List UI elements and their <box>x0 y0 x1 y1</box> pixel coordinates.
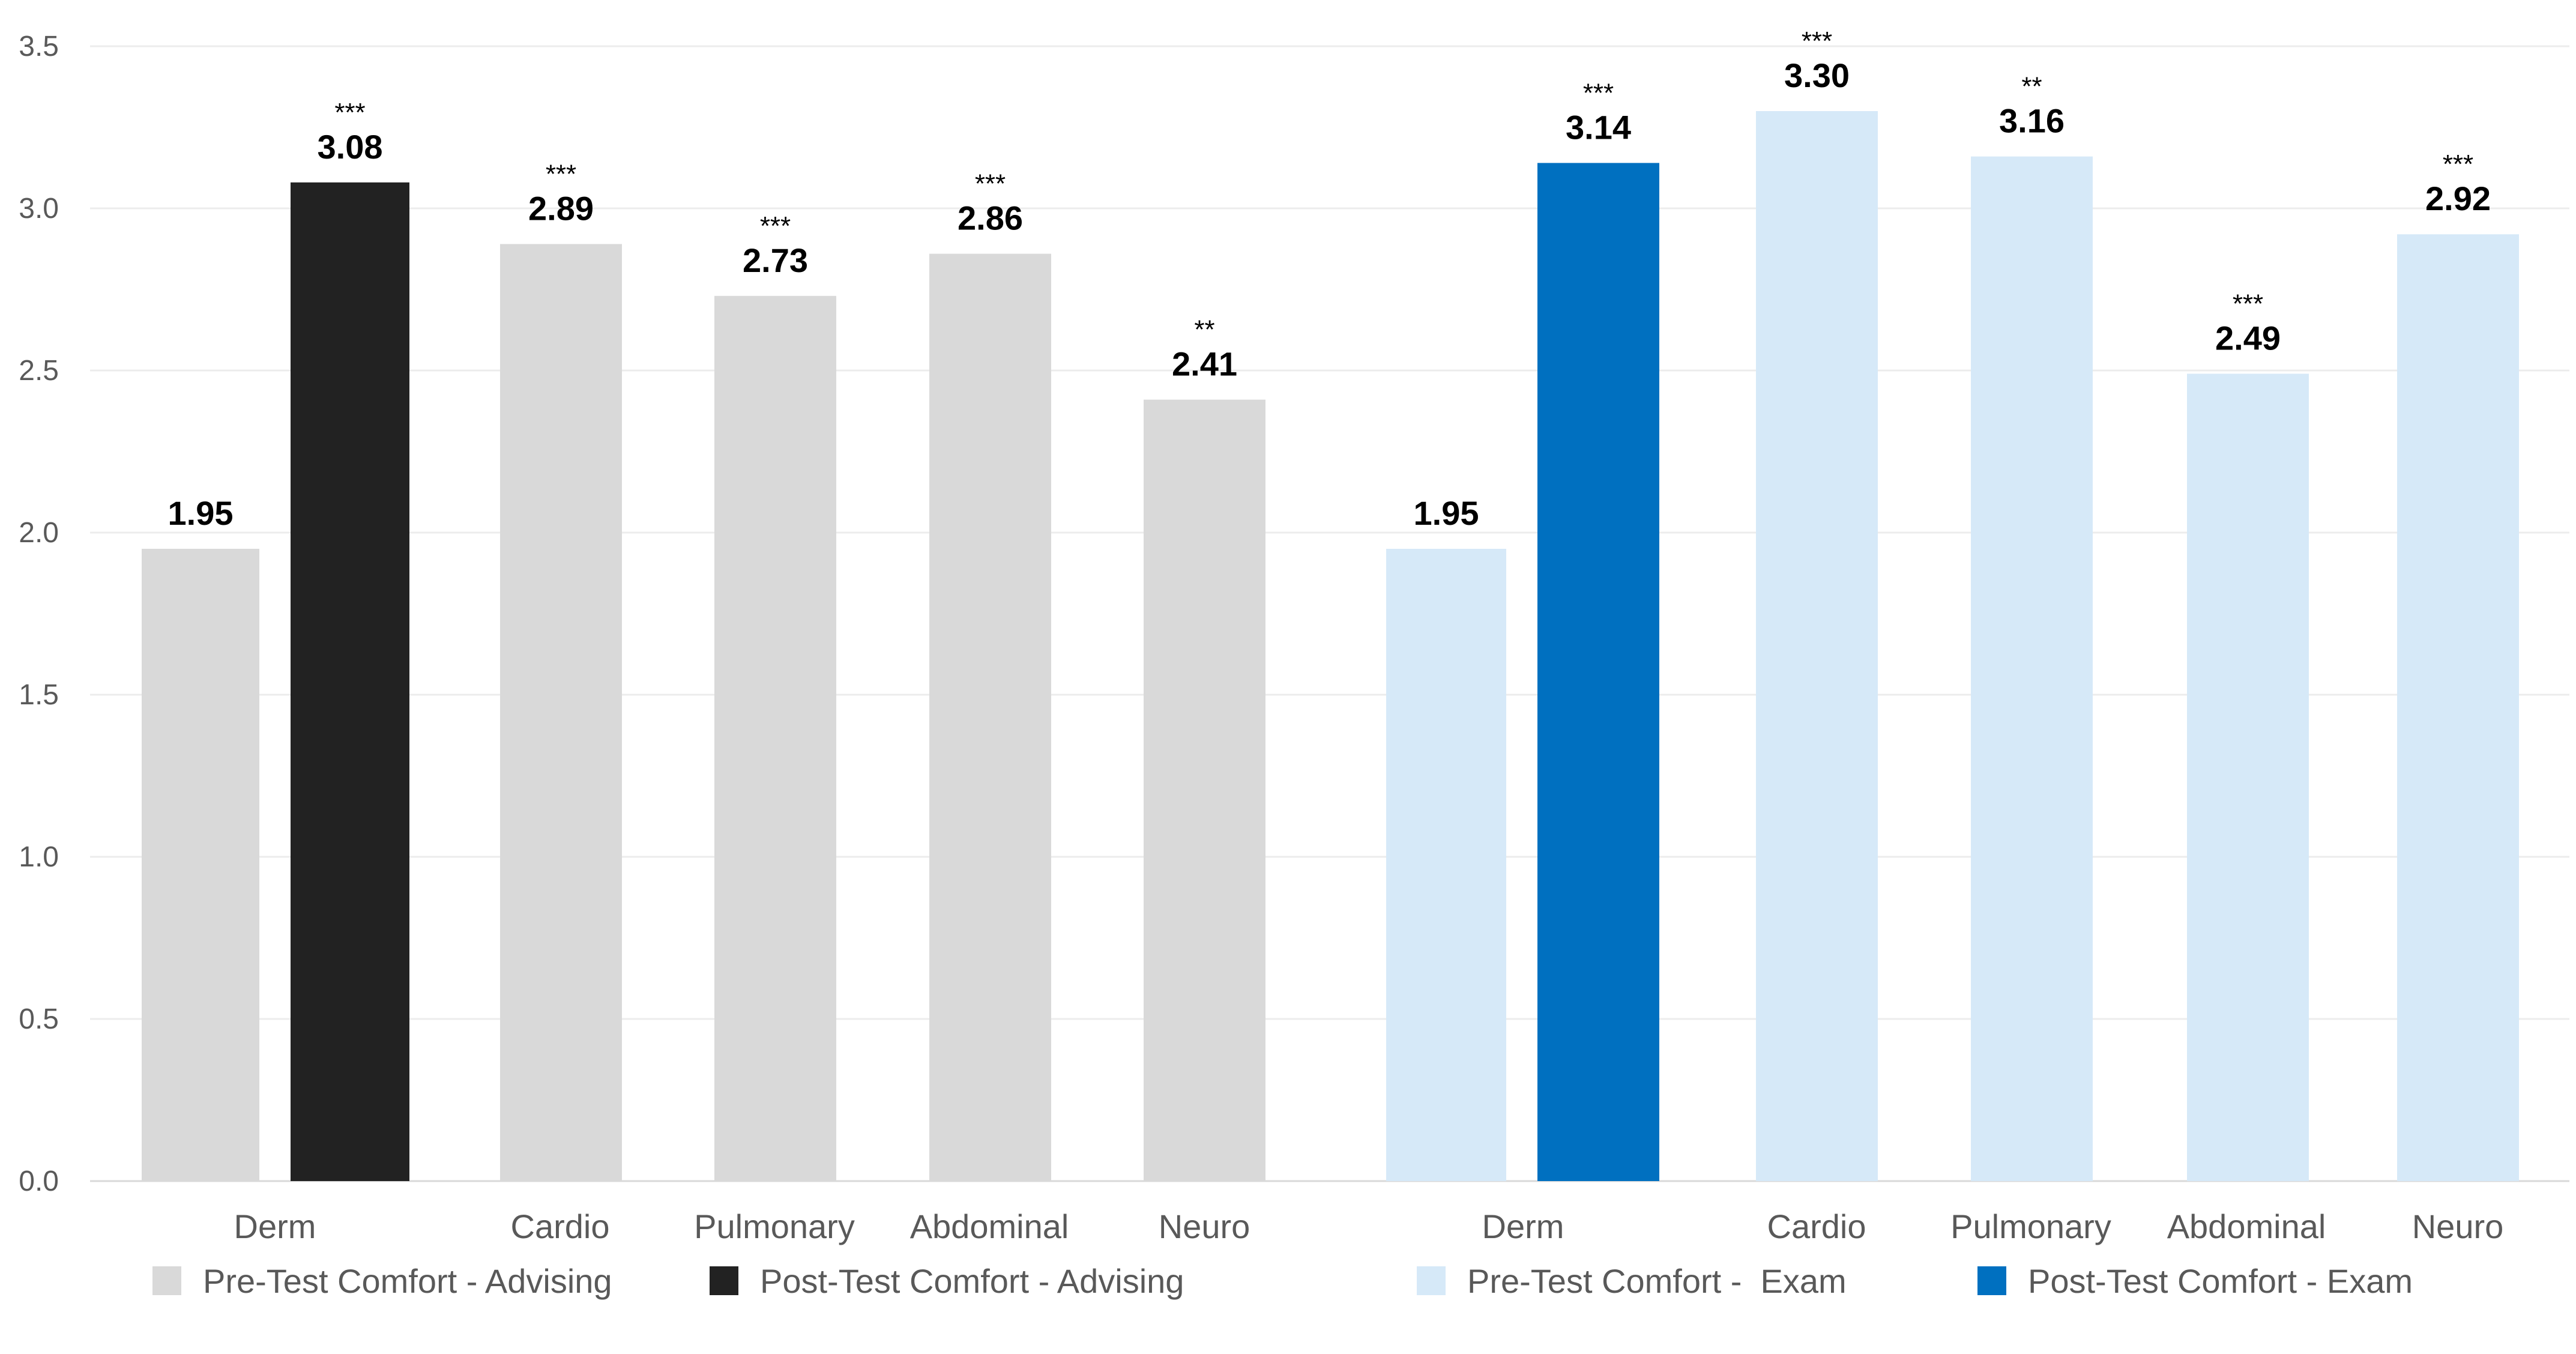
significance-marker: ** <box>2021 72 2042 101</box>
data-label: 3.08 <box>318 128 383 166</box>
data-label: 3.16 <box>1999 102 2065 140</box>
significance-marker: *** <box>975 169 1006 199</box>
bar-advising-4 <box>929 253 1051 1182</box>
y-tick-label: 3.5 <box>19 31 59 62</box>
bar-advising-3 <box>714 295 836 1181</box>
legend-label-post-advising: Post-Test Comfort - Advising <box>760 1262 1184 1300</box>
significance-marker: *** <box>334 98 365 127</box>
x-category-label: Neuro <box>1159 1207 1250 1245</box>
legend-item-post-exam: Post-Test Comfort - Exam <box>1977 1260 2413 1302</box>
data-label: 1.95 <box>1414 494 1479 532</box>
y-tick-label: 1.0 <box>19 841 59 873</box>
legend-item-pre-advising: Pre-Test Comfort - Advising <box>152 1260 612 1302</box>
legend-label-pre-exam: Pre-Test Comfort - Exam <box>1467 1262 1847 1300</box>
data-label: 2.73 <box>743 241 808 279</box>
data-label: 2.86 <box>958 199 1023 237</box>
significance-marker: *** <box>760 211 791 241</box>
y-tick-label: 2.0 <box>19 517 59 549</box>
x-category-label: Pulmonary <box>1950 1207 2111 1245</box>
bar-exam-5 <box>2397 234 2519 1182</box>
bar-exam-1 <box>1537 163 1659 1181</box>
data-label: 2.41 <box>1172 345 1237 383</box>
legend-label-post-exam: Post-Test Comfort - Exam <box>2028 1262 2413 1300</box>
legend-swatch-post-exam <box>1977 1266 2006 1295</box>
bar-exam-3 <box>1971 156 2093 1182</box>
significance-marker: *** <box>2443 150 2473 179</box>
x-category-label: Cardio <box>511 1207 610 1245</box>
data-label: 2.89 <box>528 189 594 227</box>
data-label: 2.92 <box>2425 180 2491 217</box>
significance-marker: *** <box>546 159 576 189</box>
legend-swatch-pre-advising <box>152 1266 181 1295</box>
bar-advising-5 <box>1144 399 1265 1181</box>
legend-swatch-post-advising <box>710 1266 738 1295</box>
bar-exam-2 <box>1756 111 1878 1181</box>
legend-label-pre-advising: Pre-Test Comfort - Advising <box>203 1262 612 1300</box>
x-category-label: Abdominal <box>2167 1207 2326 1245</box>
x-category-label: Abdominal <box>910 1207 1069 1245</box>
significance-marker: ** <box>1194 315 1214 345</box>
y-tick-label: 3.0 <box>19 193 59 225</box>
bar-advising-0 <box>142 549 259 1181</box>
data-label: 3.30 <box>1784 56 1850 94</box>
bar-exam-4 <box>2187 373 2309 1181</box>
y-tick-label: 1.5 <box>19 679 59 711</box>
significance-marker: *** <box>2233 289 2263 318</box>
x-category-label: Pulmonary <box>694 1207 855 1245</box>
significance-marker: *** <box>1802 26 1832 56</box>
legend-swatch-pre-exam <box>1417 1266 1446 1295</box>
x-category-label: Derm <box>1482 1207 1564 1245</box>
x-category-label: Derm <box>234 1207 316 1245</box>
bar-advising-2 <box>500 244 622 1181</box>
data-label: 2.49 <box>2215 319 2281 357</box>
x-category-label: Neuro <box>2412 1207 2504 1245</box>
legend-item-post-advising: Post-Test Comfort - Advising <box>710 1260 1184 1302</box>
x-category-label: Cardio <box>1767 1207 1866 1245</box>
legend-item-pre-exam: Pre-Test Comfort - Exam <box>1417 1260 1847 1302</box>
bar-advising-1 <box>291 182 409 1181</box>
data-label: 3.14 <box>1566 108 1631 146</box>
significance-marker: *** <box>1583 78 1614 107</box>
data-label: 1.95 <box>168 494 234 532</box>
y-tick-label: 0.0 <box>19 1165 59 1197</box>
y-tick-label: 2.5 <box>19 355 59 387</box>
bar-exam-0 <box>1386 549 1506 1181</box>
y-tick-label: 0.5 <box>19 1003 59 1035</box>
